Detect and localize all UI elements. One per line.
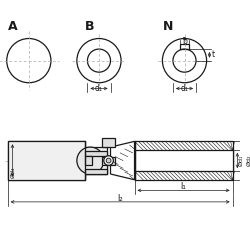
Bar <box>180 44 189 49</box>
Text: b: b <box>182 36 187 46</box>
Text: Ød₄: Ød₄ <box>10 166 16 178</box>
Bar <box>84 151 107 156</box>
Bar <box>134 141 232 180</box>
Text: A: A <box>8 20 17 33</box>
FancyBboxPatch shape <box>84 164 107 174</box>
Text: l₂: l₂ <box>117 194 123 203</box>
Circle shape <box>77 147 104 174</box>
Text: B: B <box>84 20 94 33</box>
Text: Ød₁: Ød₁ <box>238 155 243 166</box>
Text: d₁: d₁ <box>95 84 103 93</box>
Bar <box>102 157 115 165</box>
Bar <box>8 141 85 180</box>
Bar <box>102 138 115 147</box>
Bar <box>6 136 234 184</box>
Bar <box>134 150 232 171</box>
Circle shape <box>106 158 111 163</box>
Polygon shape <box>8 141 107 180</box>
Bar <box>84 156 92 165</box>
Text: d₁: d₁ <box>180 84 188 93</box>
Polygon shape <box>110 141 134 180</box>
Bar <box>84 169 107 174</box>
Text: t: t <box>212 50 214 59</box>
Text: N: N <box>163 20 174 33</box>
Circle shape <box>104 156 114 165</box>
Text: l₁: l₁ <box>181 182 186 191</box>
Text: Ød₂: Ød₂ <box>247 155 250 166</box>
